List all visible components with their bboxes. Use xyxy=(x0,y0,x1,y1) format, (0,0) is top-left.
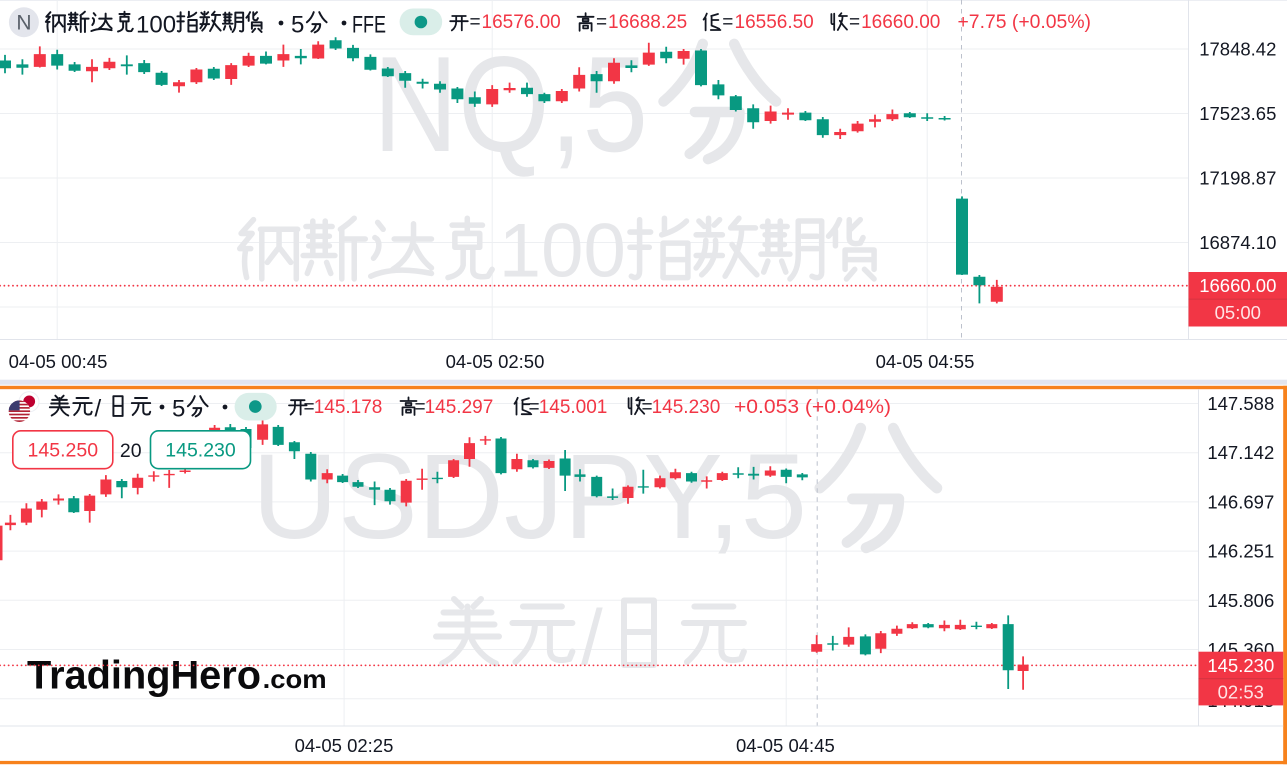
svg-text:100: 100 xyxy=(499,209,626,294)
svg-text:FFE: FFE xyxy=(352,11,386,38)
svg-text:=: = xyxy=(304,397,315,418)
svg-text:147.588: 147.588 xyxy=(1207,393,1274,414)
svg-text:145.250: 145.250 xyxy=(28,440,99,462)
svg-text:=: = xyxy=(415,397,426,418)
svg-text:145.297: 145.297 xyxy=(425,397,494,418)
svg-text:20: 20 xyxy=(120,440,142,462)
svg-text:145.230: 145.230 xyxy=(165,440,236,462)
svg-text:=: = xyxy=(722,12,733,33)
svg-text:/: / xyxy=(581,593,603,681)
svg-text:NQ,5: NQ,5 xyxy=(373,28,648,180)
svg-text:17523.65: 17523.65 xyxy=(1199,103,1276,124)
svg-text:+7.75 (+0.05%): +7.75 (+0.05%) xyxy=(958,12,1092,33)
svg-text:100: 100 xyxy=(136,11,176,38)
svg-text:16576.00: 16576.00 xyxy=(482,12,561,33)
svg-text:146.251: 146.251 xyxy=(1207,541,1274,562)
svg-text:16556.50: 16556.50 xyxy=(735,12,814,33)
svg-text:=: = xyxy=(849,12,860,33)
svg-text:02:53: 02:53 xyxy=(1218,682,1264,703)
svg-text:TradingHero: TradingHero xyxy=(27,654,261,698)
svg-text:N: N xyxy=(16,12,31,35)
svg-text:145.230: 145.230 xyxy=(652,397,721,418)
svg-text:16688.25: 16688.25 xyxy=(608,12,687,33)
svg-text:04-05 04:45: 04-05 04:45 xyxy=(736,735,835,756)
svg-text:+0.053 (+0.04%): +0.053 (+0.04%) xyxy=(734,397,891,418)
svg-text:=: = xyxy=(642,397,653,418)
svg-text:146.697: 146.697 xyxy=(1207,491,1274,512)
svg-text:145.230: 145.230 xyxy=(1207,655,1274,676)
svg-text:17198.87: 17198.87 xyxy=(1199,168,1276,189)
svg-text:145.806: 145.806 xyxy=(1207,590,1274,611)
svg-text:16660.00: 16660.00 xyxy=(1199,275,1276,296)
svg-text:.com: .com xyxy=(263,664,327,694)
svg-text:145.178: 145.178 xyxy=(314,397,383,418)
svg-text:145.001: 145.001 xyxy=(539,397,608,418)
svg-text:16660.00: 16660.00 xyxy=(861,12,940,33)
svg-text:=: = xyxy=(470,12,481,33)
svg-text:04-05 02:25: 04-05 02:25 xyxy=(295,735,394,756)
svg-text:USDJPY,5: USDJPY,5 xyxy=(252,428,807,564)
svg-text:5: 5 xyxy=(172,395,185,422)
svg-text:=: = xyxy=(529,397,540,418)
svg-text:04-05 02:50: 04-05 02:50 xyxy=(446,351,545,372)
svg-text:05:00: 05:00 xyxy=(1215,302,1261,323)
svg-text:=: = xyxy=(596,12,607,33)
svg-text:04-05 04:55: 04-05 04:55 xyxy=(876,351,975,372)
svg-text:/: / xyxy=(95,395,102,422)
svg-text:17848.42: 17848.42 xyxy=(1199,39,1276,60)
svg-text:04-05 00:45: 04-05 00:45 xyxy=(9,351,108,372)
svg-text:5: 5 xyxy=(291,11,304,38)
svg-text:16874.10: 16874.10 xyxy=(1199,232,1276,253)
svg-text:147.142: 147.142 xyxy=(1207,442,1274,463)
